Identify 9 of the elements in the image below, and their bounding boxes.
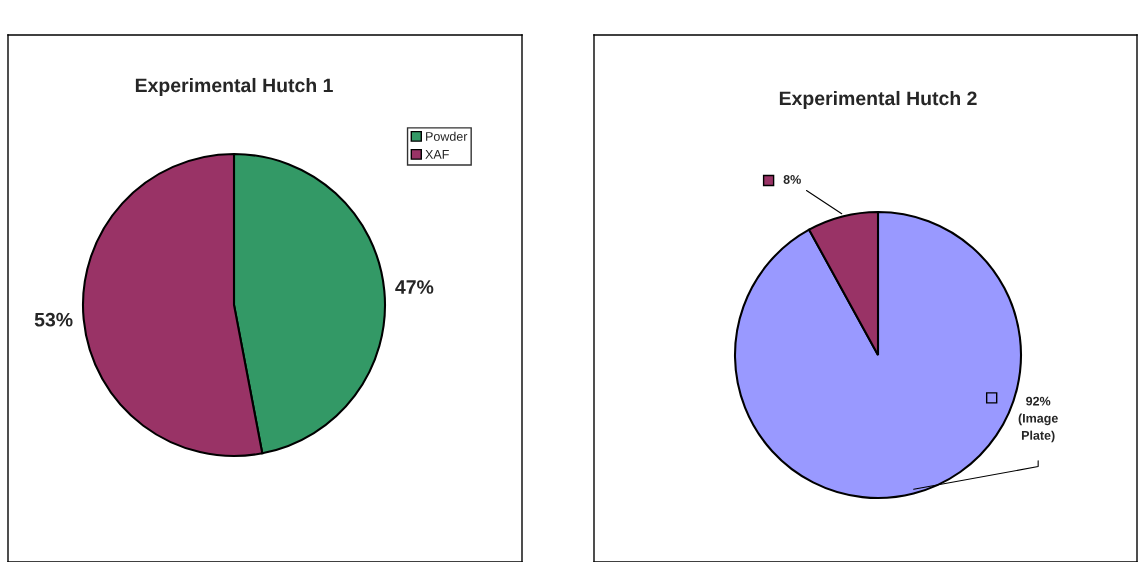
legend-label: XAF <box>425 150 449 159</box>
data-label: 8% <box>783 175 801 184</box>
slice-label: (Image Plate) <box>1018 413 1058 443</box>
chart-title: Experimental Hutch 1 <box>135 77 333 97</box>
data-label: 47% <box>395 280 434 294</box>
data-label: 53% <box>34 312 73 327</box>
data-label: 92% <box>1026 396 1051 406</box>
legend-label: Powder <box>426 131 468 141</box>
chart-title: Experimental Hutch 2 <box>779 90 977 110</box>
